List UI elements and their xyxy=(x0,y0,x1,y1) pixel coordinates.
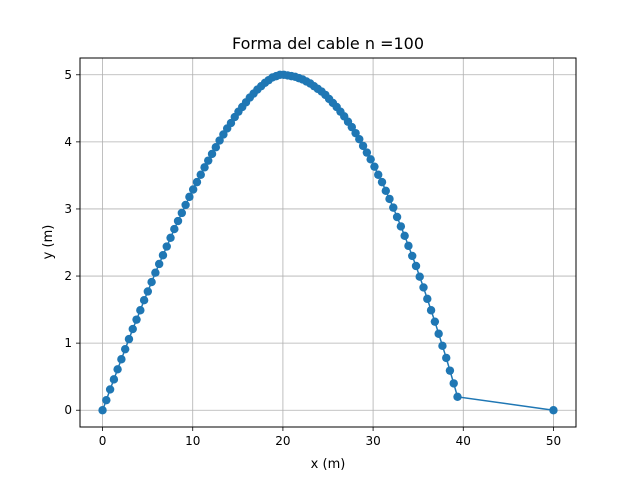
x-tick-label: 50 xyxy=(546,434,561,448)
y-tick-label: 1 xyxy=(64,336,72,350)
data-point xyxy=(215,136,224,145)
data-point xyxy=(166,233,175,243)
data-point xyxy=(366,155,375,164)
data-point xyxy=(181,200,190,210)
data-point xyxy=(128,324,137,334)
data-point xyxy=(173,216,183,226)
data-point xyxy=(105,385,115,394)
data-point xyxy=(449,379,458,388)
data-point xyxy=(358,141,368,151)
data-point xyxy=(200,163,209,172)
data-point xyxy=(154,259,164,269)
data-point xyxy=(419,283,428,292)
data-point xyxy=(434,329,443,338)
data-point xyxy=(442,353,451,363)
data-point xyxy=(170,224,179,234)
data-point xyxy=(147,277,156,287)
axis-ticks: 0 10 20 30 40 50 0 1 2 3 4 5 xyxy=(64,68,561,448)
data-point xyxy=(207,149,217,159)
data-point xyxy=(374,170,383,179)
x-axis-label: x (m) xyxy=(311,457,346,472)
x-tick-label: 40 xyxy=(456,434,471,448)
series-layer xyxy=(98,70,558,415)
y-tick-label: 2 xyxy=(64,269,72,283)
data-point xyxy=(120,344,130,354)
x-tick-label: 0 xyxy=(99,434,107,448)
data-point xyxy=(453,392,462,402)
data-point xyxy=(211,143,221,152)
data-point xyxy=(351,128,360,138)
data-point xyxy=(404,241,413,251)
data-point xyxy=(426,306,436,315)
data-point xyxy=(392,212,402,222)
data-point xyxy=(408,251,417,261)
data-point xyxy=(430,317,440,326)
data-point xyxy=(124,334,134,344)
data-point xyxy=(362,148,372,157)
data-point xyxy=(98,406,107,415)
series-line xyxy=(101,74,554,411)
y-tick-label: 4 xyxy=(64,135,72,149)
data-point xyxy=(204,156,213,165)
grid xyxy=(80,58,576,427)
data-point xyxy=(438,341,447,351)
data-point xyxy=(370,162,379,171)
data-point xyxy=(347,122,357,132)
data-point xyxy=(549,406,558,415)
data-point xyxy=(226,118,236,128)
data-point xyxy=(196,170,205,179)
x-tick-label: 30 xyxy=(365,434,380,448)
data-point xyxy=(415,272,424,281)
data-point xyxy=(396,222,406,231)
data-point xyxy=(143,287,153,296)
data-point xyxy=(389,203,398,212)
data-point xyxy=(136,306,145,315)
y-tick-label: 0 xyxy=(64,403,72,417)
data-point xyxy=(192,177,202,187)
data-point xyxy=(139,295,149,305)
plot-frame xyxy=(79,57,577,428)
data-point xyxy=(185,192,194,202)
data-point xyxy=(355,134,364,144)
y-axis-label: y (m) xyxy=(41,225,56,260)
data-point xyxy=(219,130,228,139)
y-tick-label: 3 xyxy=(64,202,72,216)
data-point xyxy=(177,208,187,218)
x-tick-label: 10 xyxy=(185,434,200,448)
y-tick-label: 5 xyxy=(64,68,72,82)
data-point xyxy=(102,395,111,405)
data-point xyxy=(423,294,432,304)
x-tick-label: 20 xyxy=(275,434,290,448)
data-point xyxy=(188,185,198,194)
data-point xyxy=(400,231,409,240)
data-point xyxy=(445,366,455,375)
data-point xyxy=(132,315,141,324)
data-point xyxy=(117,355,126,364)
data-point xyxy=(109,375,119,384)
data-point xyxy=(385,194,394,204)
data-point xyxy=(381,186,391,196)
data-point xyxy=(162,242,171,251)
data-point xyxy=(377,177,387,187)
data-point xyxy=(411,261,421,271)
data-point xyxy=(151,268,160,277)
chart-title: Forma del cable n =100 xyxy=(232,34,424,53)
data-point xyxy=(113,365,122,374)
data-point xyxy=(158,251,168,260)
